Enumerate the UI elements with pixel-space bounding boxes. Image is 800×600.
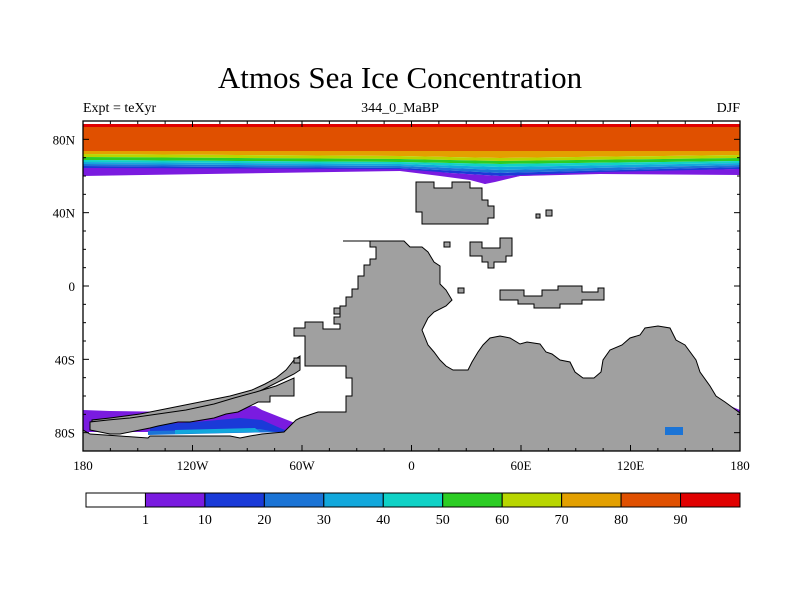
colorbar-label: 40 (376, 513, 390, 528)
colorbar-swatch (561, 492, 622, 508)
map-title: Atmos Sea Ice Concentration (217, 60, 583, 95)
colorbar-swatch (442, 492, 503, 508)
x-tick-label: 180 (730, 458, 750, 473)
land-sw-block (89, 377, 295, 435)
north-ice-field (83, 121, 740, 184)
colorbar-swatch (204, 492, 265, 508)
ice-band-40 (83, 162, 740, 170)
colorbar-swatch (263, 492, 325, 508)
y-tick-label: 40N (53, 206, 76, 221)
land-east-bar (499, 285, 605, 309)
south-ice-40 (175, 428, 260, 434)
colorbar-label: 30 (317, 513, 331, 528)
colorbar-label: 60 (495, 513, 509, 528)
ice-band-60 (83, 157, 740, 164)
x-tick-label: 60W (289, 458, 315, 473)
land-masses (83, 181, 740, 451)
ice-band-30 (83, 164, 740, 173)
colorbar-swatch (144, 492, 206, 508)
x-axis-labels: 180 120W 60W 0 60E 120E 180 (73, 458, 750, 473)
colorbar (85, 492, 741, 508)
x-tick-label: 0 (408, 458, 415, 473)
colorbar-label: 80 (614, 513, 628, 528)
land-east-island (469, 237, 513, 269)
land-islet-3 (443, 241, 451, 248)
axis-ticks (82, 120, 741, 452)
colorbar-swatch (323, 492, 384, 508)
colorbar-label: 20 (257, 513, 271, 528)
y-tick-label: 80S (55, 426, 75, 441)
ice-band-1 (83, 168, 740, 184)
ice-band-90-core (83, 127, 740, 151)
colorbar-swatch (382, 492, 444, 508)
ice-band-50b (83, 160, 740, 167)
land-islet-6 (333, 307, 341, 315)
land-north-block (415, 181, 495, 225)
y-axis-labels: 80N 40N 0 40S 80S (53, 132, 76, 440)
land-islet-4 (457, 287, 465, 294)
colorbar-swatch (85, 492, 146, 508)
land-islet-2 (535, 213, 541, 219)
ice-band-80 (83, 151, 740, 158)
y-tick-label: 40S (55, 352, 75, 367)
colorbar-swatch (620, 492, 682, 508)
land-main-pangaea (83, 240, 740, 451)
colorbar-label: 50 (436, 513, 450, 528)
y-tick-label: 80N (53, 132, 76, 147)
colorbar-label: 90 (674, 513, 688, 528)
colorbar-swatch (501, 492, 563, 508)
x-tick-label: 180 (73, 458, 93, 473)
colorbar-label: 10 (198, 513, 212, 528)
x-tick-label: 120E (617, 458, 645, 473)
x-tick-label: 120W (177, 458, 210, 473)
colorbar-label: 70 (555, 513, 569, 528)
colorbar-swatch (680, 492, 741, 508)
map-layers (83, 121, 740, 451)
east-ice-overlay (665, 427, 683, 435)
x-tick-label: 60E (511, 458, 532, 473)
colorbar-label: 1 (142, 513, 149, 528)
time-label: 344_0_MaBP (361, 101, 439, 116)
land-islet-5 (293, 357, 301, 364)
y-tick-label: 0 (69, 279, 76, 294)
experiment-label: Expt = teXyr (83, 101, 157, 116)
land-islet-1 (545, 209, 553, 217)
colorbar-labels: 1 10 20 30 40 50 60 70 80 90 (142, 513, 688, 528)
season-label: DJF (716, 101, 740, 116)
ice-band-70 (83, 154, 740, 161)
